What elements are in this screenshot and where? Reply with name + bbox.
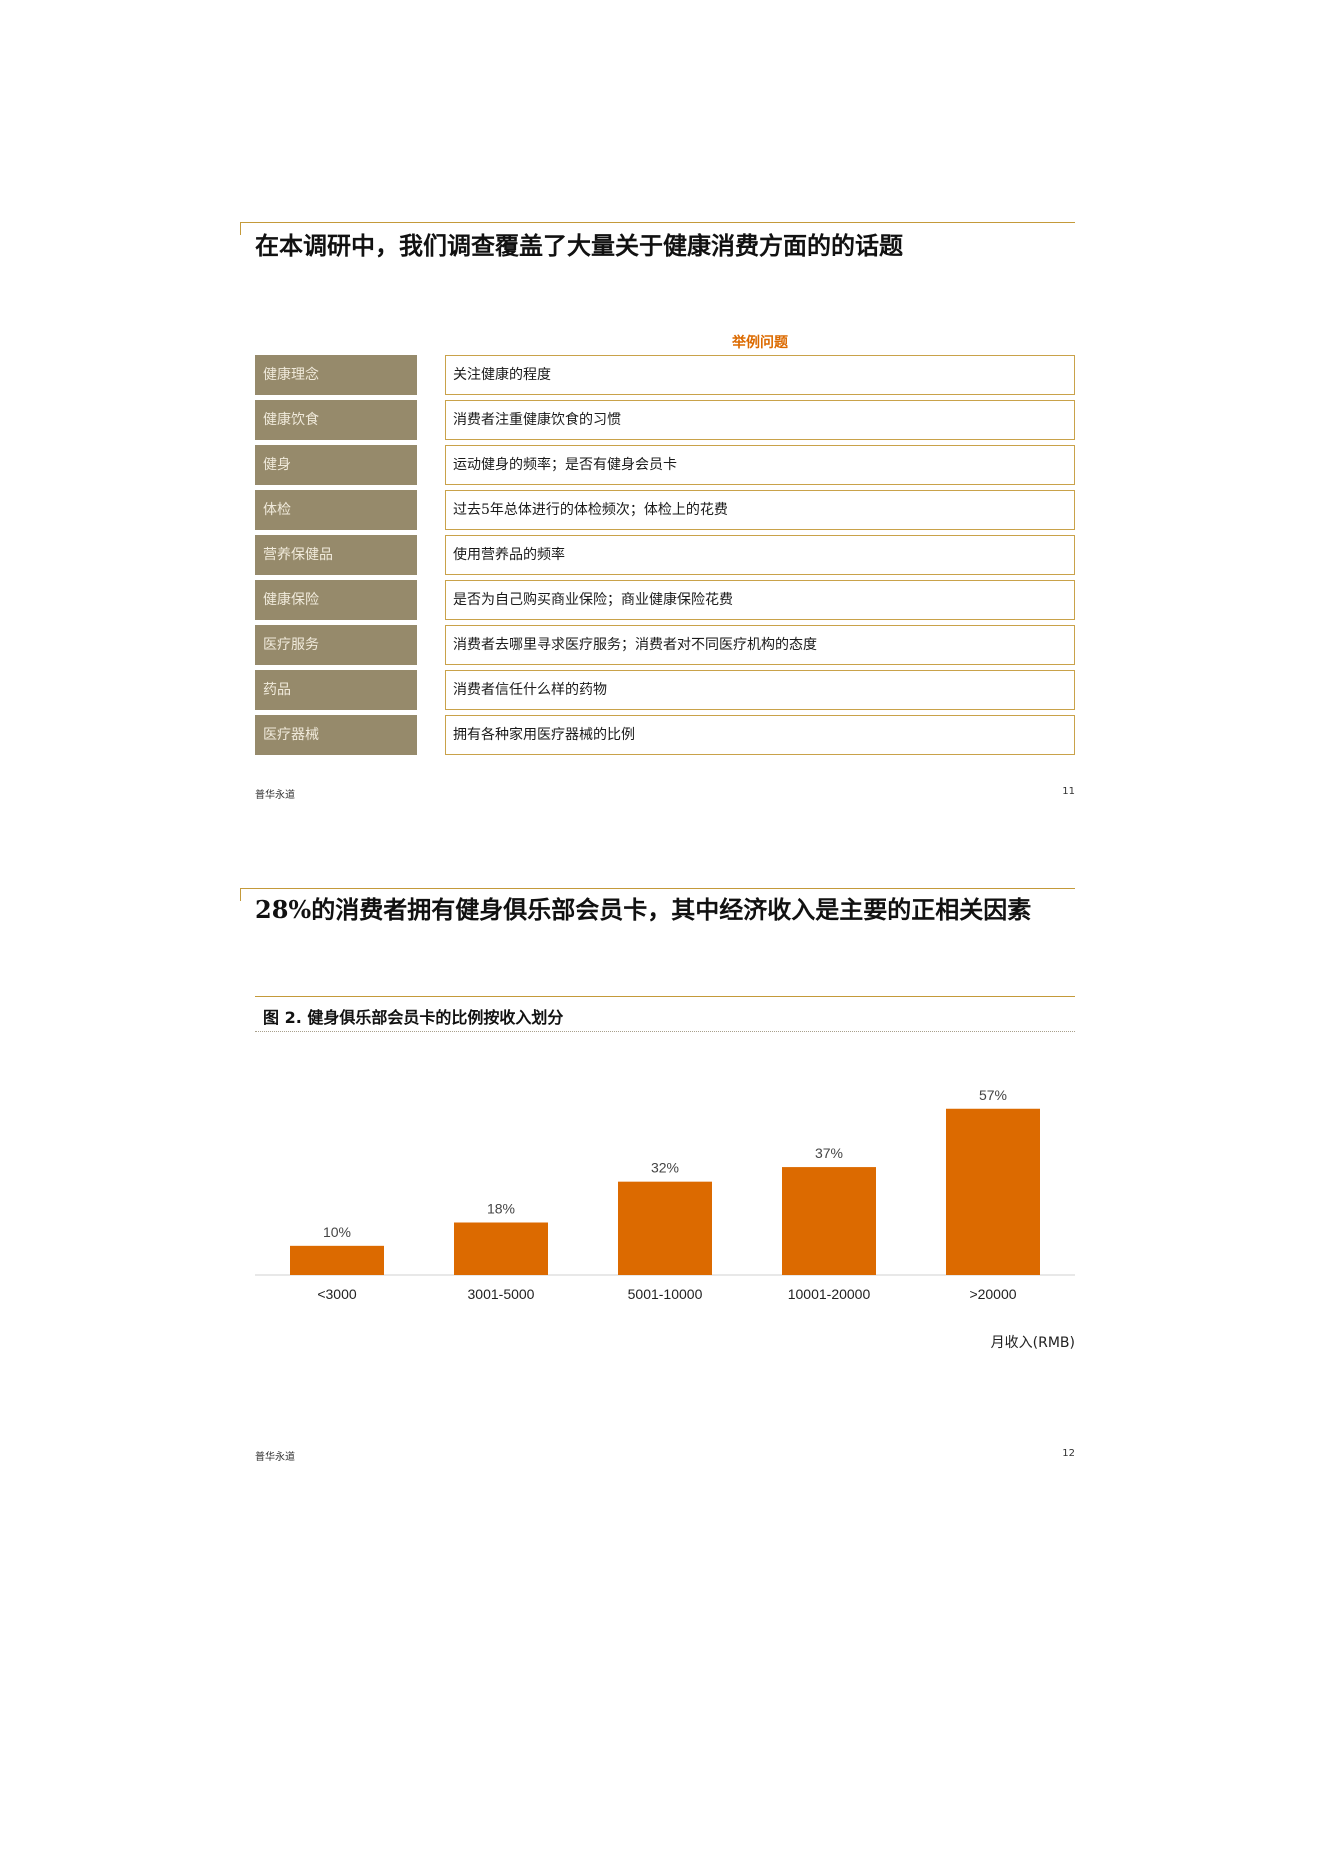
slide-topics: 在本调研中，我们调查覆盖了大量关于健康消费方面的的话题 举例问题 健康理念 关注… <box>0 0 1323 820</box>
bar <box>782 1167 876 1275</box>
question-cell: 消费者去哪里寻求医疗服务；消费者对不同医疗机构的态度 <box>445 625 1075 665</box>
footer-brand: 普华永道 <box>255 790 295 801</box>
data-label: 18% <box>487 1201 515 1217</box>
x-tick-label: 5001-10000 <box>628 1286 703 1302</box>
page-number: 11 <box>1062 786 1075 797</box>
table-header: 举例问题 <box>732 335 788 351</box>
x-tick-label: 10001-20000 <box>788 1286 871 1302</box>
title-rule <box>240 888 1075 901</box>
footer-brand: 普华永道 <box>255 1452 295 1463</box>
category-cell: 医疗器械 <box>255 715 417 755</box>
bar <box>946 1108 1040 1275</box>
category-cell: 体检 <box>255 490 417 530</box>
data-label: 57% <box>979 1087 1007 1103</box>
question-cell: 消费者信任什么样的药物 <box>445 670 1075 710</box>
category-cell: 健康饮食 <box>255 400 417 440</box>
question-cell: 过去5年总体进行的体检频次；体检上的花费 <box>445 490 1075 530</box>
data-label: 32% <box>651 1160 679 1176</box>
bar <box>454 1222 548 1275</box>
question-cell: 使用营养品的频率 <box>445 535 1075 575</box>
bar <box>618 1181 712 1275</box>
category-cell: 健身 <box>255 445 417 485</box>
figure-rule-top <box>255 996 1075 997</box>
page-title: 28%的消费者拥有健身俱乐部会员卡，其中经济收入是主要的正相关因素 <box>255 895 1032 924</box>
question-cell: 运动健身的频率；是否有健身会员卡 <box>445 445 1075 485</box>
question-cell: 拥有各种家用医疗器械的比例 <box>445 715 1075 755</box>
slide-membership: 28%的消费者拥有健身俱乐部会员卡，其中经济收入是主要的正相关因素 图 2. 健… <box>0 870 1323 1490</box>
page-title: 在本调研中，我们调查覆盖了大量关于健康消费方面的的话题 <box>255 231 903 260</box>
x-tick-label: 3001-5000 <box>468 1286 535 1302</box>
data-label: 10% <box>323 1224 351 1240</box>
x-axis-label: 月收入(RMB) <box>990 1335 1075 1351</box>
x-tick-label: >20000 <box>969 1286 1016 1302</box>
data-label: 37% <box>815 1145 843 1161</box>
category-cell: 健康理念 <box>255 355 417 395</box>
x-tick-label: <3000 <box>317 1286 357 1302</box>
question-cell: 是否为自己购买商业保险；商业健康保险花费 <box>445 580 1075 620</box>
question-cell: 关注健康的程度 <box>445 355 1075 395</box>
page-number: 12 <box>1062 1448 1075 1459</box>
question-cell: 消费者注重健康饮食的习惯 <box>445 400 1075 440</box>
category-cell: 健康保险 <box>255 580 417 620</box>
category-cell: 药品 <box>255 670 417 710</box>
title-rule <box>240 222 1075 235</box>
figure-rule-bottom <box>255 1031 1075 1032</box>
bar <box>290 1245 384 1275</box>
bar-chart: 10% <3000 18% 3001-5000 32% 5001-10000 37% 1000… <box>255 1087 1075 1302</box>
category-cell: 医疗服务 <box>255 625 417 665</box>
figure-title: 图 2. 健身俱乐部会员卡的比例按收入划分 <box>263 1008 564 1027</box>
category-cell: 营养保健品 <box>255 535 417 575</box>
